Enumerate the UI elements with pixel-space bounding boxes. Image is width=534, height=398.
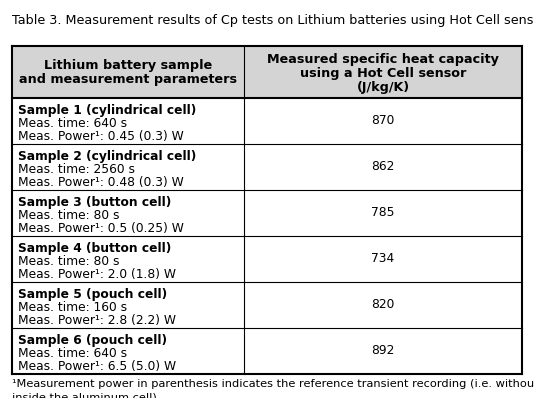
Text: Sample 3 (button cell): Sample 3 (button cell)	[18, 196, 171, 209]
Text: Meas. time: 640 s: Meas. time: 640 s	[18, 117, 127, 130]
Text: Meas. Power¹: 0.48 (0.3) W: Meas. Power¹: 0.48 (0.3) W	[18, 176, 184, 189]
Text: using a Hot Cell sensor: using a Hot Cell sensor	[300, 66, 466, 80]
Text: Meas. time: 160 s: Meas. time: 160 s	[18, 301, 127, 314]
Text: Table 3. Measurement results of Cp tests on Lithium batteries using Hot Cell sen: Table 3. Measurement results of Cp tests…	[12, 14, 534, 27]
Text: Lithium battery sample: Lithium battery sample	[44, 59, 212, 72]
Text: Meas. time: 80 s: Meas. time: 80 s	[18, 209, 120, 222]
Text: 892: 892	[371, 345, 395, 357]
Text: Sample 2 (cylindrical cell): Sample 2 (cylindrical cell)	[18, 150, 197, 163]
Text: Meas. time: 80 s: Meas. time: 80 s	[18, 255, 120, 268]
Bar	[12, 46, 522, 98]
Text: Sample 5 (pouch cell): Sample 5 (pouch cell)	[18, 288, 167, 301]
Bar	[12, 236, 522, 282]
Text: Meas. time: 640 s: Meas. time: 640 s	[18, 347, 127, 360]
Bar	[12, 144, 522, 190]
Text: Meas. time: 2560 s: Meas. time: 2560 s	[18, 163, 135, 176]
Text: 820: 820	[371, 298, 395, 312]
Text: Meas. Power¹: 6.5 (5.0) W: Meas. Power¹: 6.5 (5.0) W	[18, 360, 176, 373]
Text: 785: 785	[371, 207, 395, 220]
Bar	[12, 282, 522, 328]
Text: Sample 6 (pouch cell): Sample 6 (pouch cell)	[18, 334, 167, 347]
Text: 734: 734	[372, 252, 395, 265]
Text: and measurement parameters: and measurement parameters	[19, 72, 237, 86]
Text: inside the aluminum cell).: inside the aluminum cell).	[12, 392, 160, 398]
Bar	[12, 98, 522, 144]
Bar	[12, 328, 522, 374]
Text: Measured specific heat capacity: Measured specific heat capacity	[267, 53, 499, 66]
Text: 870: 870	[371, 115, 395, 127]
Text: Sample 4 (button cell): Sample 4 (button cell)	[18, 242, 171, 255]
Text: Meas. Power¹: 0.5 (0.25) W: Meas. Power¹: 0.5 (0.25) W	[18, 222, 184, 235]
Text: Meas. Power¹: 2.0 (1.8) W: Meas. Power¹: 2.0 (1.8) W	[18, 268, 176, 281]
Bar	[12, 190, 522, 236]
Text: (J/kg/K): (J/kg/K)	[357, 80, 410, 94]
Text: Meas. Power¹: 2.8 (2.2) W: Meas. Power¹: 2.8 (2.2) W	[18, 314, 176, 327]
Text: Meas. Power¹: 0.45 (0.3) W: Meas. Power¹: 0.45 (0.3) W	[18, 130, 184, 143]
Text: 862: 862	[371, 160, 395, 174]
Text: Sample 1 (cylindrical cell): Sample 1 (cylindrical cell)	[18, 104, 197, 117]
Text: ¹Measurement power in parenthesis indicates the reference transient recording (i: ¹Measurement power in parenthesis indica…	[12, 379, 534, 389]
